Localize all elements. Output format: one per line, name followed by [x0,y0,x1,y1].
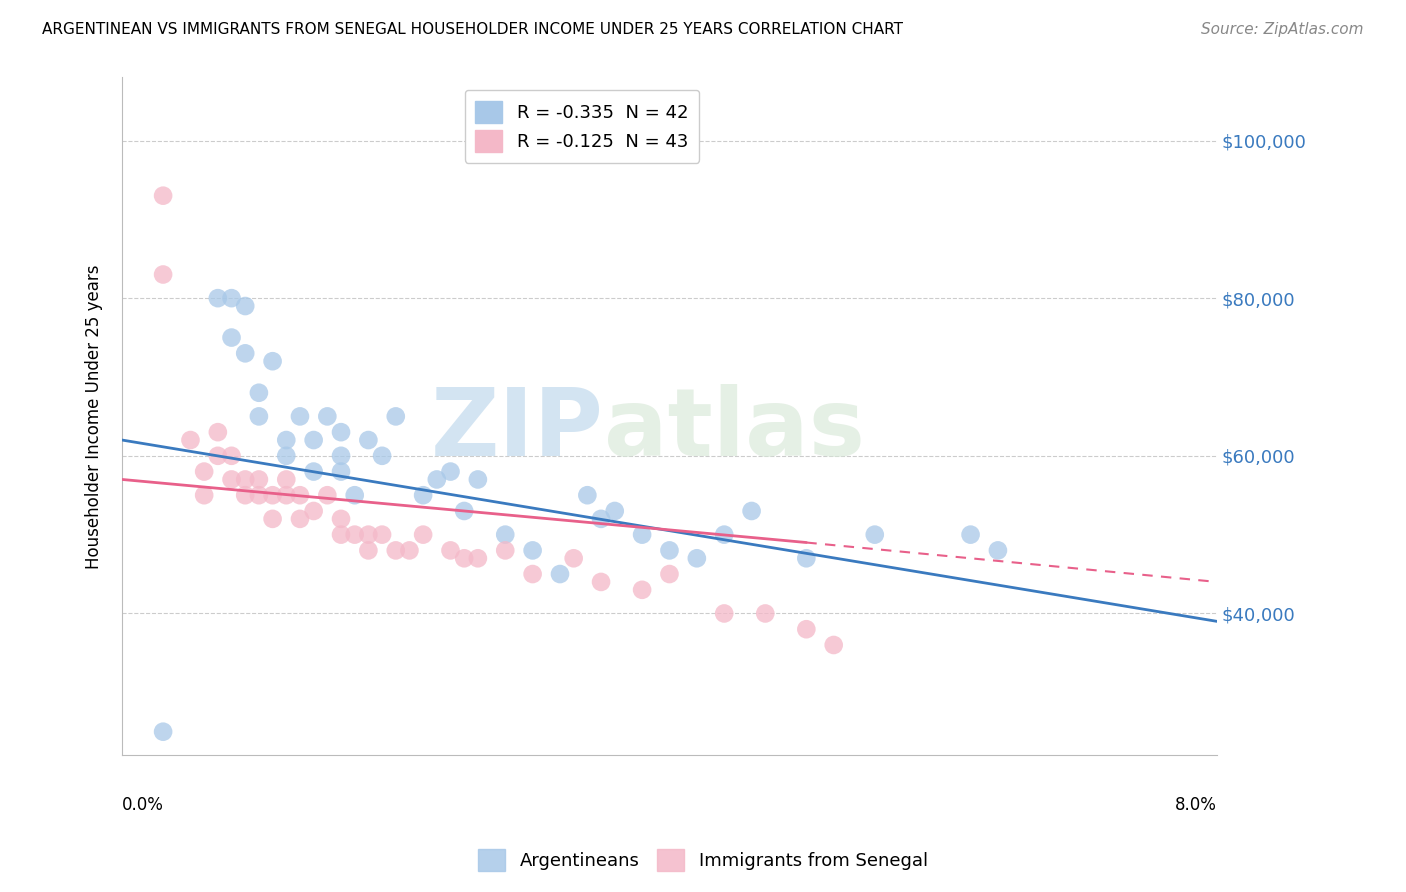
Point [987,543,1010,558]
Point [794,551,817,566]
Point [439,543,461,558]
Point [247,385,270,400]
Point [316,488,339,502]
Point [221,330,243,344]
Point [576,488,599,502]
Point [233,488,256,502]
Point [316,409,339,424]
Point [288,512,311,526]
Point [686,551,709,566]
Point [276,488,298,502]
Point [330,425,353,439]
Point [467,473,489,487]
Point [467,551,489,566]
Point [357,527,380,541]
Point [247,409,270,424]
Point [741,504,763,518]
Point [207,291,229,305]
Point [522,543,544,558]
Point [152,268,174,282]
Point [398,543,420,558]
Point [193,465,215,479]
Legend: R = -0.335  N = 42, R = -0.125  N = 43: R = -0.335 N = 42, R = -0.125 N = 43 [464,90,699,163]
Point [302,465,325,479]
Point [221,473,243,487]
Point [412,527,434,541]
Point [193,488,215,502]
Point [494,527,516,541]
Point [794,622,817,636]
Point [823,638,845,652]
Point [221,291,243,305]
Text: ARGENTINEAN VS IMMIGRANTS FROM SENEGAL HOUSEHOLDER INCOME UNDER 25 YEARS CORRELA: ARGENTINEAN VS IMMIGRANTS FROM SENEGAL H… [42,22,903,37]
Point [233,346,256,360]
Point [658,543,681,558]
Point [453,504,475,518]
Point [426,473,449,487]
Point [262,512,284,526]
Point [233,299,256,313]
Point [658,567,681,582]
Text: atlas: atlas [603,384,865,476]
Point [371,527,394,541]
Point [522,567,544,582]
Point [152,724,174,739]
Text: ZIP: ZIP [430,384,603,476]
Point [959,527,981,541]
Point [330,449,353,463]
Point [713,527,735,541]
Point [439,465,461,479]
Point [330,512,353,526]
Point [330,527,353,541]
Point [302,504,325,518]
Legend: Argentineans, Immigrants from Senegal: Argentineans, Immigrants from Senegal [471,842,935,879]
Point [603,504,626,518]
Point [631,582,654,597]
Point [371,449,394,463]
Point [631,527,654,541]
Point [207,449,229,463]
Point [589,574,612,589]
Point [412,488,434,502]
Point [276,473,298,487]
Point [343,488,366,502]
Point [548,567,571,582]
Text: Source: ZipAtlas.com: Source: ZipAtlas.com [1201,22,1364,37]
Point [207,425,229,439]
Point [562,551,585,566]
Point [589,512,612,526]
Point [494,543,516,558]
Text: 8.0%: 8.0% [1175,796,1218,814]
Text: 0.0%: 0.0% [122,796,165,814]
Point [384,543,406,558]
Point [384,409,406,424]
Point [233,473,256,487]
Point [453,551,475,566]
Point [343,527,366,541]
Point [754,607,776,621]
Point [221,449,243,463]
Point [152,188,174,202]
Point [302,433,325,447]
Point [247,488,270,502]
Point [357,433,380,447]
Point [276,433,298,447]
Point [276,449,298,463]
Point [863,527,886,541]
Y-axis label: Householder Income Under 25 years: Householder Income Under 25 years [86,264,103,568]
Point [288,488,311,502]
Point [179,433,201,447]
Point [357,543,380,558]
Point [288,409,311,424]
Point [247,473,270,487]
Point [330,465,353,479]
Point [713,607,735,621]
Point [262,354,284,368]
Point [262,488,284,502]
